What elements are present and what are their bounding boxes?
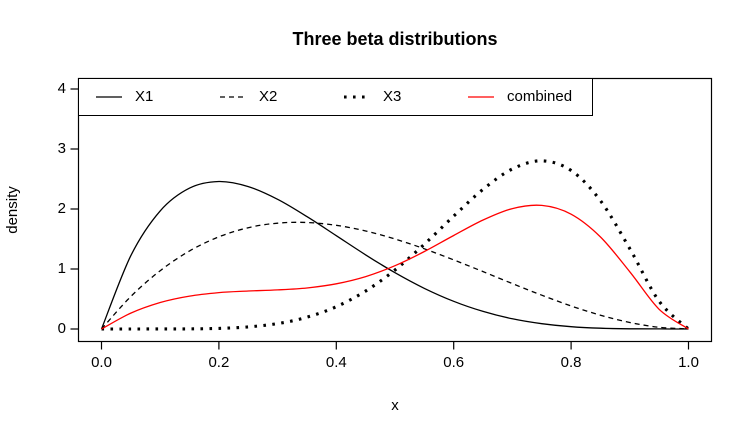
y-tick-label: 0: [57, 320, 66, 337]
x-tick-label: 0.4: [325, 354, 347, 371]
x-tick-label: 1.0: [678, 354, 699, 371]
legend-item-X2: X2: [220, 89, 344, 105]
series-line-X2: [101, 221, 689, 330]
legend-line-sample-solid: [96, 96, 122, 98]
legend-item-X3: X3: [344, 89, 468, 105]
curves: [100, 159, 690, 331]
legend-label: X2: [259, 88, 278, 105]
legend-line-sample-solid: [468, 96, 494, 98]
x-axis-title: x: [391, 397, 399, 414]
series-line-X3: [101, 159, 690, 331]
legend-item-X1: X1: [96, 89, 220, 105]
x-tick-label: 0.8: [560, 354, 582, 371]
y-tick-label: 2: [57, 200, 66, 217]
legend-line-sample-dotted: [344, 95, 370, 99]
y-tick-label: 3: [57, 140, 66, 157]
x-tick-label: 0.0: [91, 354, 112, 371]
x-tick-label: 0.2: [208, 354, 230, 371]
plot-box: [77, 77, 713, 343]
series-line-combined: [101, 204, 689, 330]
y-axis-title: density: [4, 186, 21, 234]
y-tick-label: 4: [57, 80, 66, 97]
y-tick-label: 1: [57, 260, 66, 277]
axis-ticks: [70, 88, 690, 350]
legend-label: combined: [507, 88, 573, 105]
legend-item-combined: combined: [468, 89, 572, 105]
legend-line-sample-dashed: [220, 96, 246, 98]
legend-label: X3: [383, 88, 402, 105]
series-line-X1: [100, 180, 689, 330]
legend-label: X1: [135, 88, 154, 105]
chart-title: Three beta distributions: [292, 29, 498, 49]
legend: X1 X2 X3 combined: [78, 78, 593, 116]
x-tick-label: 0.6: [443, 354, 465, 371]
